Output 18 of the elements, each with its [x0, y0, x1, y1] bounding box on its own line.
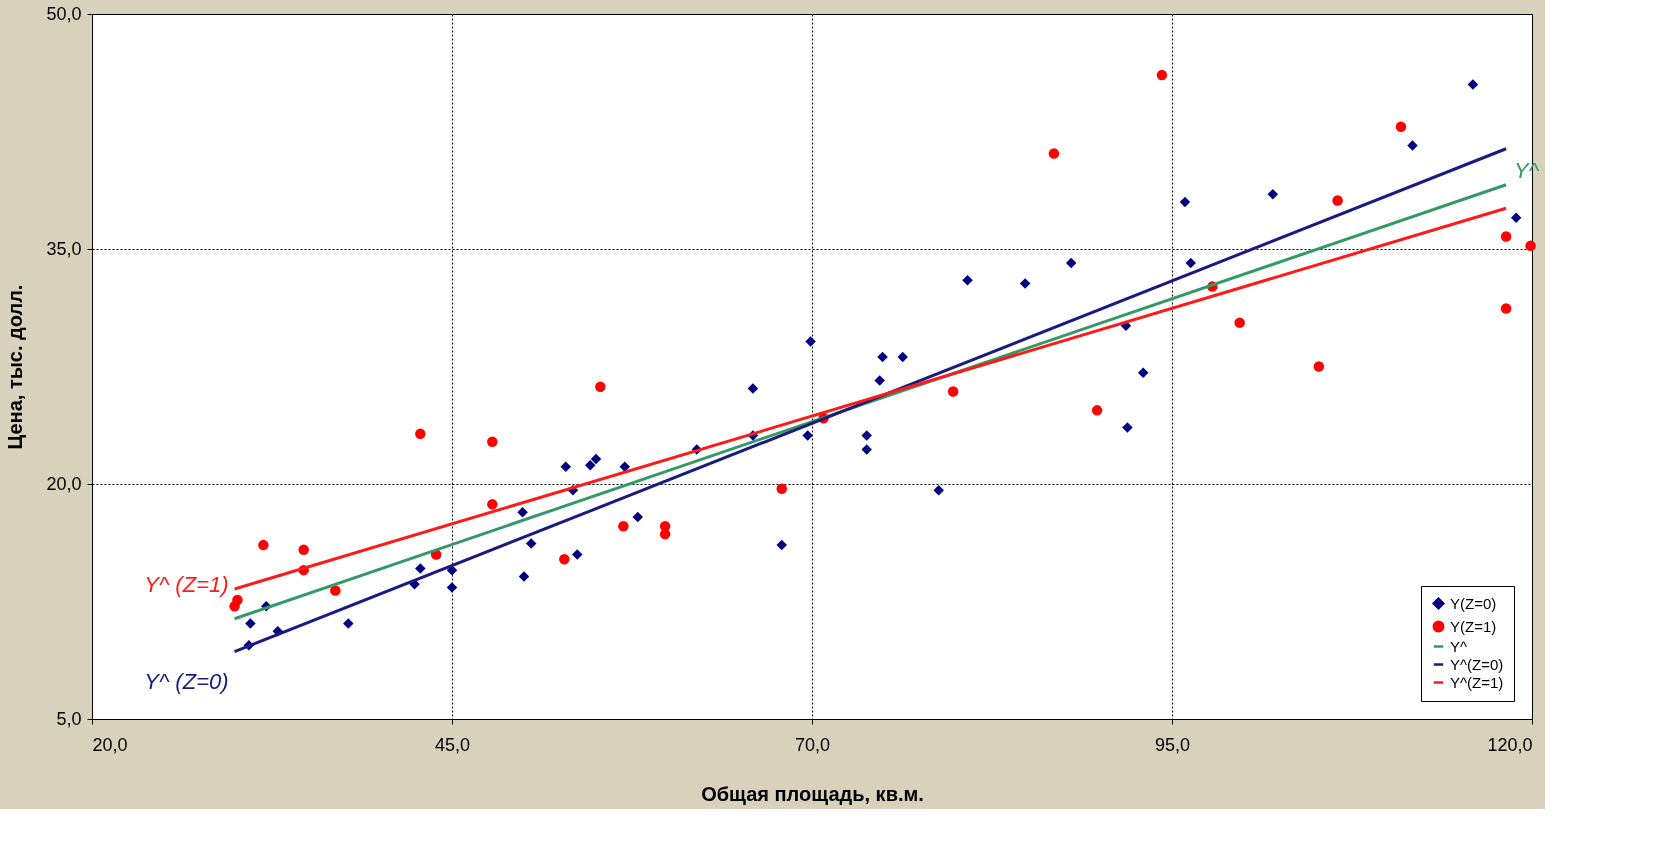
x-tick-label: 70,0	[794, 734, 831, 755]
annotation: Y^ (Z=0)	[144, 668, 229, 694]
y-tick-label: 35,0	[46, 238, 82, 259]
x-tick-label: 95,0	[1154, 734, 1191, 755]
x-tick-label: 120,0	[1487, 734, 1533, 755]
y-tick-label: 20,0	[46, 473, 82, 494]
legend-label: Y^	[1450, 637, 1468, 655]
x-tick-label: 20,0	[92, 734, 128, 755]
y-tick-label: 50,0	[46, 3, 82, 24]
legend-label: Y^(Z=0)	[1450, 655, 1504, 673]
annotation: Y^ (Z=1)	[144, 571, 229, 597]
legend-label: Y(Z=0)	[1450, 594, 1497, 612]
x-tick-label: 45,0	[434, 734, 471, 755]
y-tick-label: 5,0	[56, 708, 82, 729]
legend-label: Y(Z=1)	[1450, 617, 1497, 635]
x-axis-title: Общая площадь, кв.м.	[701, 782, 924, 805]
legend-label: Y^(Z=1)	[1450, 673, 1504, 691]
y-axis-title: Цена, тыс. долл.	[4, 284, 27, 450]
